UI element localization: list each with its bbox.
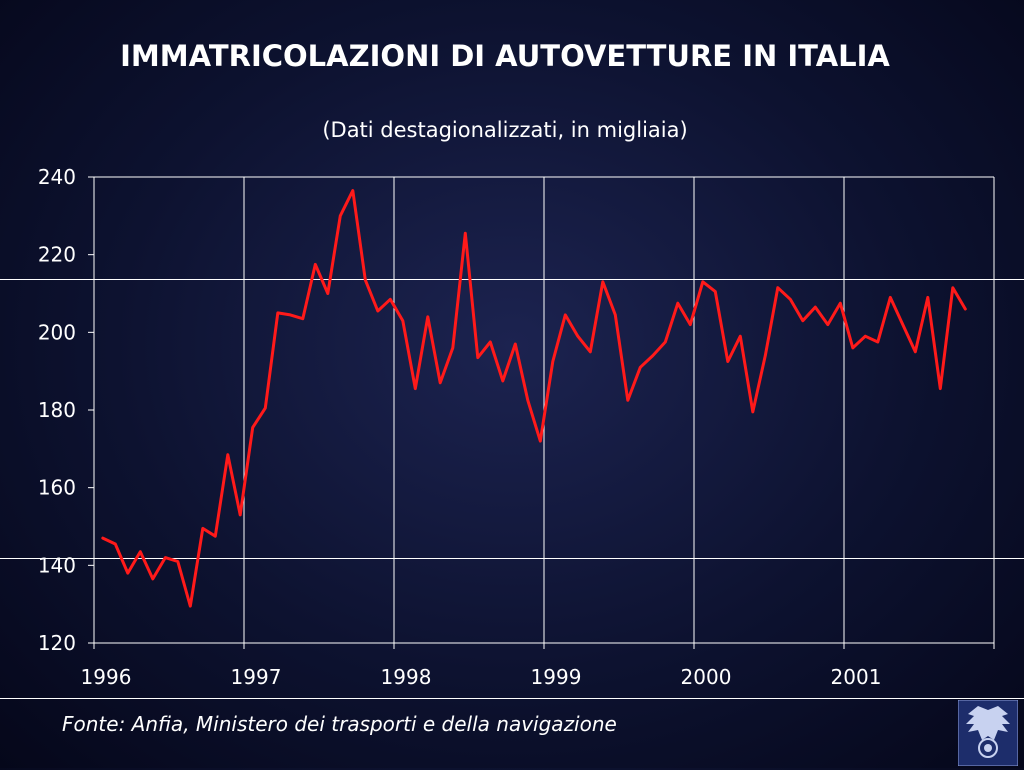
y-tick-label: 120	[38, 631, 76, 655]
y-tick-label: 140	[38, 553, 76, 577]
axes	[88, 177, 994, 649]
x-tick-label: 1998	[381, 665, 432, 689]
series	[103, 190, 966, 606]
x-tick-label: 2000	[681, 665, 732, 689]
x-tick-label: 2001	[831, 665, 882, 689]
y-tick-label: 160	[38, 476, 76, 500]
source-note: Fonte: Anfia, Ministero dei trasporti e …	[62, 712, 617, 736]
eagle-emblem-icon	[958, 700, 1018, 766]
x-tick-label: 1997	[231, 665, 282, 689]
x-tick-label: 1996	[81, 665, 132, 689]
y-tick-label: 180	[38, 398, 76, 422]
x-tick-label: 1999	[531, 665, 582, 689]
y-tick-label: 200	[38, 320, 76, 344]
tick-labels: 1996 1997 1998 1999 2000 2001 120 140 160 180 200 2…	[38, 165, 882, 689]
y-tick-label: 220	[38, 243, 76, 267]
y-tick-label: 240	[38, 165, 76, 189]
line-chart: 1996 1997 1998 1999 2000 2001 120 140 160 180 200 2…	[0, 0, 1024, 700]
series-line	[103, 191, 966, 606]
